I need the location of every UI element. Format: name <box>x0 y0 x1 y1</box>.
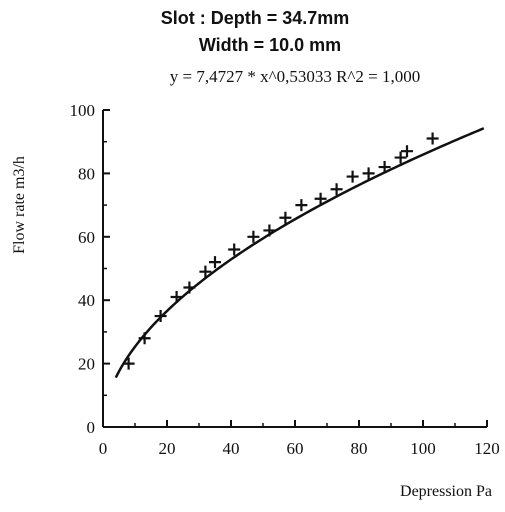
fit-curve <box>114 127 485 379</box>
data-point <box>122 357 135 370</box>
x-tick-label: 80 <box>351 439 368 458</box>
data-point <box>228 243 241 256</box>
data-point <box>346 170 359 183</box>
fit-equation: y = 7,4727 * x^0,53033 R^2 = 1,000 <box>170 67 420 86</box>
data-point <box>426 132 439 145</box>
data-point <box>199 265 212 278</box>
data-point <box>263 224 276 237</box>
data-point <box>362 167 375 180</box>
data-point <box>138 332 151 345</box>
data-point <box>330 183 343 196</box>
x-tick-label: 40 <box>223 439 240 458</box>
data-point <box>401 145 413 158</box>
y-tick-label: 80 <box>78 164 95 183</box>
y-tick-label: 20 <box>78 355 95 374</box>
data-point <box>154 310 167 323</box>
data-point <box>183 281 196 294</box>
x-tick-label: 20 <box>159 439 176 458</box>
data-point <box>170 291 183 304</box>
data-points <box>122 132 439 370</box>
data-point <box>209 256 221 269</box>
data-point <box>295 199 308 212</box>
data-point <box>378 161 391 174</box>
x-axis-ticks: 0 20 40 60 80 100 120 <box>99 420 500 458</box>
data-point <box>247 230 260 243</box>
chart-title: Slot : Depth = 34.7mm <box>161 8 350 28</box>
chart-subtitle: Width = 10.0 mm <box>199 35 341 55</box>
data-point <box>314 192 327 205</box>
y-tick-label: 100 <box>70 101 96 120</box>
x-tick-label: 60 <box>287 439 304 458</box>
x-axis-label: Depression Pa <box>400 483 492 500</box>
y-axis-ticks: 0 20 40 60 80 100 <box>70 101 110 437</box>
x-tick-label: 100 <box>410 439 436 458</box>
y-tick-label: 60 <box>78 228 95 247</box>
data-point <box>394 151 407 164</box>
y-axis-label: Flow rate m3/h <box>11 156 28 254</box>
y-tick-label: 0 <box>87 418 96 437</box>
x-tick-label: 0 <box>99 439 108 458</box>
data-point <box>279 211 292 224</box>
x-tick-label: 120 <box>474 439 500 458</box>
y-tick-label: 40 <box>78 291 95 310</box>
